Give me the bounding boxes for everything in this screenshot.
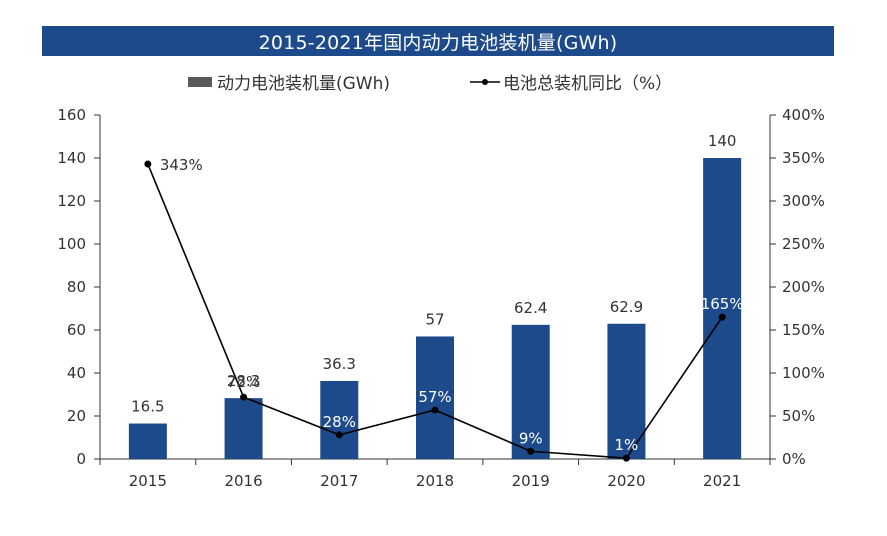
bar (320, 380, 359, 459)
y-left-tick-label: 100 (57, 235, 86, 253)
yoy-point (335, 431, 343, 439)
bar-value-label: 57 (425, 310, 444, 328)
y-right-tick-label: 400% (782, 106, 825, 124)
bar-value-label: 62.9 (610, 298, 643, 316)
yoy-point (718, 313, 726, 321)
yoy-point (527, 447, 535, 455)
axes: 0 20 40 60 80 100 120 140 160 0% 50% 100% 150% 200% 25… (57, 106, 825, 490)
bar (224, 398, 263, 459)
yoy-value-label: 1% (615, 436, 639, 454)
bar-value-label: 28.3 (227, 372, 260, 390)
y-left-tick-label: 80 (67, 278, 86, 296)
bar-value-label: 36.3 (323, 355, 356, 373)
legend-bar-swatch (188, 77, 212, 87)
bar (416, 336, 454, 459)
y-right-tick-label: 350% (782, 149, 825, 167)
bar-value-label: 140 (708, 132, 737, 150)
yoy-value-label: 28% (323, 413, 356, 431)
yoy-point (144, 160, 152, 168)
y-right-tick-label: 250% (782, 235, 825, 253)
data-labels: 16.5 28.3 36.3 57 62.4 62.9 140 343% 72% 28% 57% 9%… (131, 132, 743, 454)
y-right-tick-label: 0% (782, 450, 806, 468)
legend-bar-label: 动力电池装机量(GWh) (217, 74, 390, 94)
bar-value-label: 16.5 (131, 398, 164, 416)
yoy-value-label: 57% (418, 388, 451, 406)
bar (128, 423, 167, 459)
bar (703, 158, 742, 459)
bar (511, 324, 550, 459)
bar-series (128, 158, 742, 459)
x-tick-label: 2021 (703, 472, 741, 490)
y-left-tick-label: 0 (76, 450, 86, 468)
yoy-point (431, 406, 439, 414)
bar-value-label: 62.4 (514, 299, 547, 317)
chart-title: 2015-2021年国内动力电池装机量(GWh) (42, 26, 834, 56)
x-tick-label: 2017 (320, 472, 358, 490)
x-tick-label: 2015 (129, 472, 167, 490)
legend-line-marker (482, 79, 488, 85)
x-tick-label: 2016 (224, 472, 262, 490)
y-left-tick-label: 20 (67, 407, 86, 425)
y-left-tick-label: 60 (67, 321, 86, 339)
y-right-tick-label: 300% (782, 192, 825, 210)
y-left-tick-label: 40 (67, 364, 86, 382)
bar (607, 323, 646, 459)
legend: 动力电池装机量(GWh) 电池总装机同比（%） (188, 74, 672, 94)
y-right-tick-label: 150% (782, 321, 825, 339)
yoy-value-label: 343% (160, 156, 203, 174)
y-right-tick-label: 50% (782, 407, 815, 425)
yoy-value-label: 9% (519, 429, 543, 447)
y-right-tick-label: 100% (782, 364, 825, 382)
line-series (144, 160, 726, 462)
yoy-point (240, 393, 248, 401)
y-left-tick-label: 120 (57, 192, 86, 210)
yoy-point (622, 454, 630, 462)
x-tick-label: 2020 (607, 472, 645, 490)
legend-line-label: 电池总装机同比（%） (503, 74, 672, 94)
y-left-tick-label: 140 (57, 149, 86, 167)
x-tick-label: 2018 (416, 472, 454, 490)
yoy-value-label: 165% (701, 295, 744, 313)
yoy-value-label: 72% (227, 373, 260, 391)
x-tick-label: 2019 (512, 472, 550, 490)
y-right-tick-label: 200% (782, 278, 825, 296)
y-left-tick-label: 160 (57, 106, 86, 124)
